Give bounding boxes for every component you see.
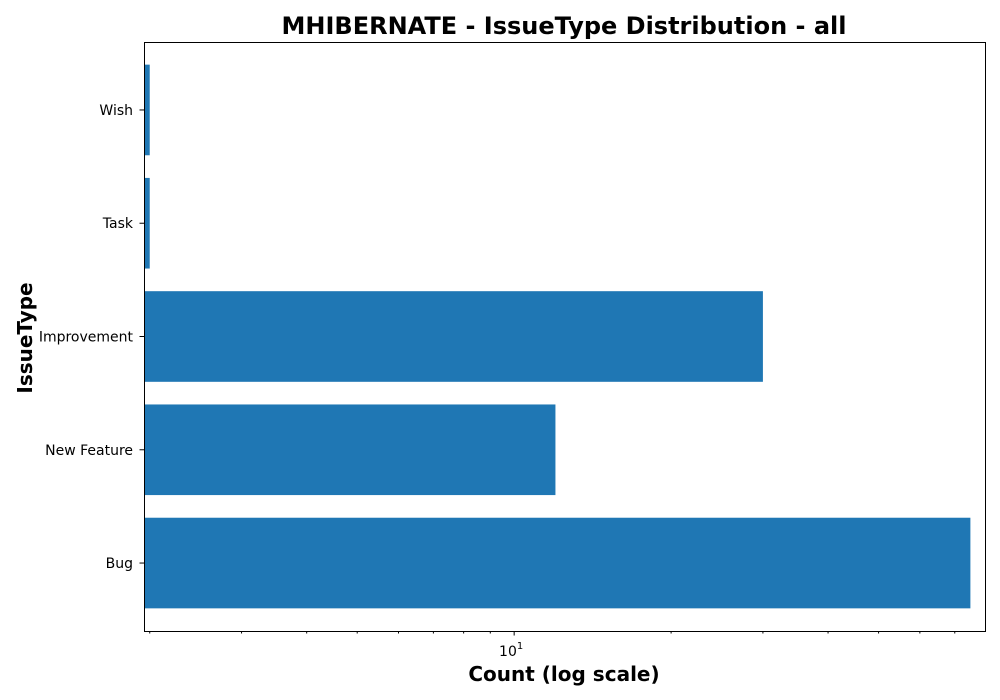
y-tick-label: Bug (106, 556, 133, 572)
bar-improvement (144, 291, 763, 382)
bar-task (144, 177, 150, 269)
x-axis-ticks: 101 (149, 631, 956, 660)
plot-frame (144, 42, 986, 632)
y-tick-label: Wish (99, 103, 133, 119)
bars-layer (144, 64, 971, 609)
bar-wish (144, 64, 150, 156)
x-axis-title: Count (log scale) (468, 662, 659, 686)
y-axis-title: IssueType (13, 282, 37, 393)
x-tick-label: 101 (499, 641, 523, 660)
y-tick-label: New Feature (45, 443, 133, 459)
y-axis-ticks: Bug New Feature Improvement Task Wish (39, 103, 144, 572)
y-tick-label: Task (102, 216, 134, 232)
bar-new-feature (144, 404, 556, 496)
y-tick-label: Improvement (39, 330, 134, 346)
chart-title: MHIBERNATE - IssueType Distribution - al… (282, 12, 847, 40)
bar-bug (144, 517, 971, 609)
